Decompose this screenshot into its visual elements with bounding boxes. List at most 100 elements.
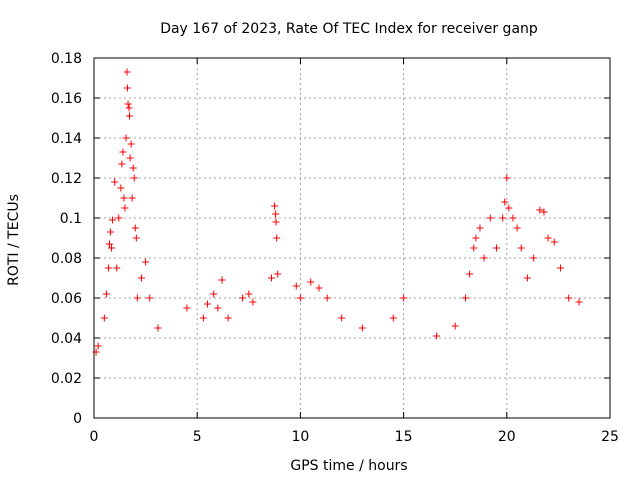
x-tick-label: 25 — [601, 429, 619, 445]
x-tick-label: 0 — [90, 429, 99, 445]
data-point — [433, 332, 441, 340]
data-point — [121, 204, 129, 212]
data-point — [108, 244, 116, 252]
data-point — [544, 234, 552, 242]
data-point — [358, 324, 366, 332]
data-point — [127, 140, 135, 148]
data-point — [509, 214, 517, 222]
data-point — [113, 264, 121, 272]
y-tick-label: 0.1 — [60, 211, 82, 227]
data-point — [274, 270, 282, 278]
data-point — [109, 216, 117, 224]
plot-frame — [93, 57, 611, 419]
data-point — [137, 274, 145, 282]
data-point — [129, 164, 137, 172]
data-point — [117, 184, 125, 192]
data-point — [204, 300, 212, 308]
y-tick-label: 0.14 — [51, 131, 82, 147]
data-point — [128, 194, 136, 202]
x-tick-label: 10 — [291, 429, 309, 445]
y-tick-label: 0.16 — [51, 91, 82, 107]
data-point — [271, 202, 279, 210]
data-point — [132, 234, 140, 242]
data-point — [292, 282, 300, 290]
data-point — [123, 68, 131, 76]
data-point — [239, 294, 247, 302]
data-point — [118, 160, 126, 168]
data-point — [105, 240, 113, 248]
data-point — [154, 324, 162, 332]
data-point — [268, 274, 276, 282]
data-point — [323, 294, 331, 302]
data-point — [122, 134, 130, 142]
data-point — [104, 264, 112, 272]
data-point — [565, 294, 573, 302]
data-point — [505, 204, 513, 212]
data-points — [92, 68, 583, 356]
data-point — [142, 258, 150, 266]
data-point — [470, 244, 478, 252]
data-point — [517, 244, 525, 252]
data-point — [492, 244, 500, 252]
data-point — [389, 314, 397, 322]
data-point — [125, 104, 133, 112]
data-point — [218, 276, 226, 284]
data-point — [556, 264, 564, 272]
data-point — [462, 294, 470, 302]
data-point — [530, 254, 538, 262]
data-point — [451, 322, 459, 330]
data-point — [296, 294, 304, 302]
data-point — [94, 342, 102, 350]
data-point — [338, 314, 346, 322]
y-tick-label: 0.18 — [51, 51, 82, 67]
data-point — [307, 278, 315, 286]
data-point — [183, 304, 191, 312]
data-point — [486, 214, 494, 222]
grid — [94, 58, 610, 418]
data-point — [503, 174, 511, 182]
y-tick-label: 0.12 — [51, 171, 82, 187]
x-tick-label: 5 — [193, 429, 202, 445]
data-point — [536, 206, 544, 214]
data-point — [272, 210, 280, 218]
data-point — [119, 148, 127, 156]
data-point — [102, 290, 110, 298]
data-point — [499, 214, 507, 222]
y-tick-label: 0.06 — [51, 291, 82, 307]
y-tick-label: 0.04 — [51, 331, 82, 347]
data-point — [224, 314, 232, 322]
data-point — [131, 224, 139, 232]
y-tick-label: 0.08 — [51, 251, 82, 267]
data-point — [126, 112, 134, 120]
x-tick-label: 15 — [395, 429, 413, 445]
data-point — [245, 290, 253, 298]
chart-title: Day 167 of 2023, Rate Of TEC Index for r… — [160, 21, 538, 37]
data-point — [575, 298, 583, 306]
data-point — [100, 314, 108, 322]
data-point — [273, 234, 281, 242]
data-point — [133, 294, 141, 302]
y-axis-label: ROTI / TECUs — [6, 194, 22, 286]
data-point — [115, 214, 123, 222]
data-point — [123, 84, 131, 92]
data-point — [550, 238, 558, 246]
data-point — [249, 298, 257, 306]
data-point — [120, 194, 128, 202]
data-point — [214, 304, 222, 312]
data-point — [199, 314, 207, 322]
data-point — [466, 270, 474, 278]
data-point — [480, 254, 488, 262]
y-axis-ticks: 0 0.02 0.04 0.06 0.08 0.1 0.12 0.14 0.16 0.18 — [51, 51, 610, 427]
y-tick-label: 0.02 — [51, 371, 82, 387]
data-point — [472, 234, 480, 242]
data-point — [130, 174, 138, 182]
data-point — [124, 100, 132, 108]
data-point — [523, 274, 531, 282]
x-axis-label: GPS time / hours — [290, 458, 407, 474]
data-point — [513, 224, 521, 232]
data-point — [540, 208, 548, 216]
y-tick-label: 0 — [73, 411, 82, 427]
x-tick-label: 20 — [498, 429, 516, 445]
x-axis-ticks: 0 5 10 15 20 25 — [90, 58, 619, 445]
